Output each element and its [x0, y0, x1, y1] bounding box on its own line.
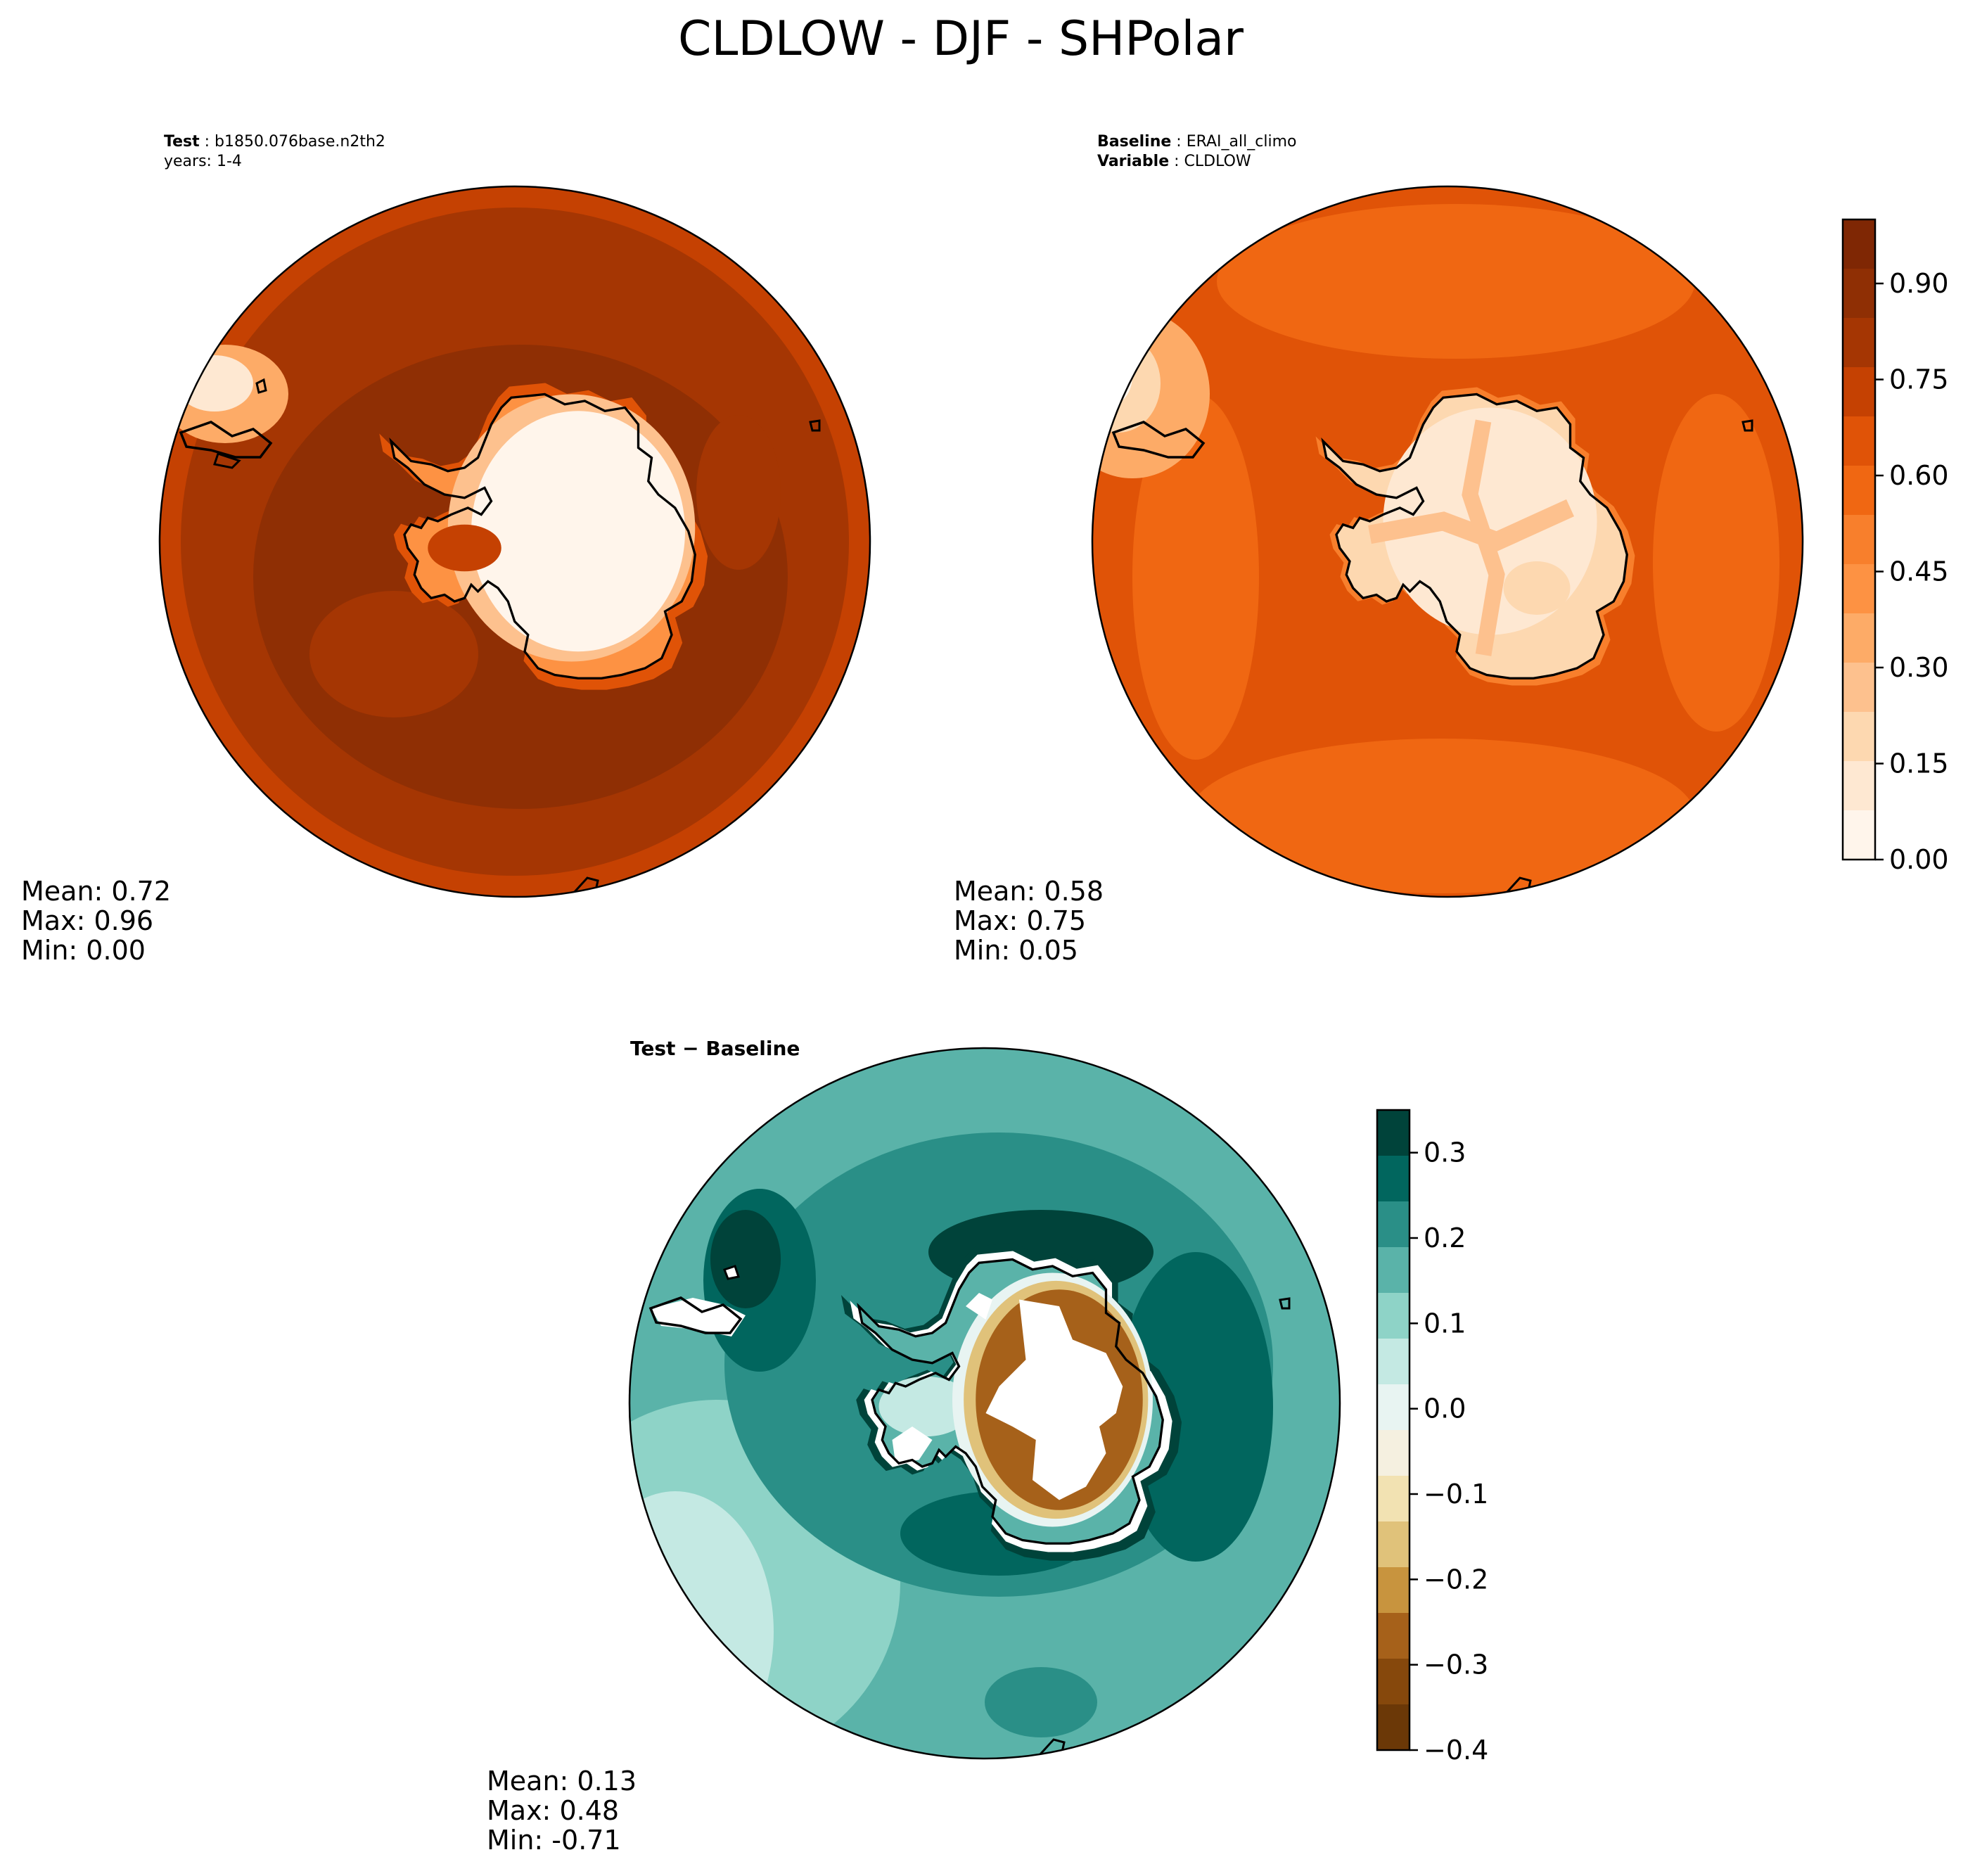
- test-label-sep: :: [200, 133, 215, 151]
- diff-colorbar-segment: [1377, 1339, 1410, 1385]
- baseline-variable-value: CLDLOW: [1184, 153, 1251, 170]
- baseline-label-key: Baseline: [1097, 133, 1171, 151]
- diff-colorbar-outline: [1376, 1109, 1411, 1751]
- test-min: Min: 0.00: [21, 935, 146, 966]
- baseline-colorbar-segment: [1843, 367, 1875, 417]
- diff-colorbar-tick-label: −0.1: [1424, 1479, 1488, 1510]
- diff-colorbar-segment: [1377, 1659, 1410, 1705]
- diff-colorbar-segment: [1377, 1201, 1410, 1248]
- baseline-variable-key: Variable: [1097, 153, 1169, 170]
- baseline-colorbar-segment: [1843, 219, 1875, 269]
- baseline-variable: Variable : CLDLOW: [1097, 153, 1251, 170]
- baseline-colorbar-tick-label: 0.90: [1889, 268, 1949, 299]
- baseline-mean: Mean: 0.58: [954, 876, 1104, 907]
- baseline-colorbar-tick-label: 0.15: [1889, 748, 1949, 779]
- test-mean: Mean: 0.72: [21, 876, 171, 907]
- baseline-colorbar-segment: [1843, 318, 1875, 368]
- baseline-label-value: ERAI_all_climo: [1187, 133, 1297, 151]
- test-label-value: b1850.076base.n2th2: [215, 133, 385, 151]
- diff-min: Min: -0.71: [487, 1825, 621, 1856]
- baseline-max: Max: 0.75: [954, 905, 1086, 936]
- diff-colorbar-tick-label: −0.2: [1424, 1564, 1488, 1595]
- baseline-colorbar-tick-label: 0.30: [1889, 652, 1949, 683]
- diff-colorbar: −0.4 −0.3 −0.2 −0.1 0.0 0.1 0.2 0.3: [1376, 1109, 1488, 1766]
- diff-map: [629, 1048, 1340, 1759]
- test-label-key: Test: [164, 133, 200, 151]
- baseline-colorbar-tick-label: 0.75: [1889, 364, 1949, 395]
- test-map: [160, 186, 870, 897]
- baseline-colorbar-segment: [1843, 613, 1875, 663]
- diff-colorbar-tick-label: −0.3: [1424, 1650, 1488, 1680]
- diff-colorbar-segment: [1377, 1293, 1410, 1339]
- test-label: Test : b1850.076base.n2th2: [164, 133, 385, 151]
- figure-title: CLDLOW - DJF - SHPolar: [678, 11, 1244, 67]
- diff-colorbar-segment: [1377, 1613, 1410, 1659]
- baseline-colorbar-segment: [1843, 712, 1875, 762]
- baseline-label-sep: :: [1171, 133, 1186, 151]
- baseline-colorbar-segment: [1843, 416, 1875, 466]
- baseline-colorbar-segment: [1843, 515, 1875, 565]
- test-years: years: 1-4: [164, 153, 242, 170]
- baseline-colorbar-tick-label: 0.45: [1889, 556, 1949, 587]
- diff-colorbar-segment: [1377, 1247, 1410, 1294]
- baseline-map-border: [1091, 185, 1804, 898]
- baseline-colorbar-segment: [1843, 466, 1875, 516]
- diff-colorbar-segment: [1377, 1521, 1410, 1568]
- diff-colorbar-segment: [1377, 1110, 1410, 1156]
- diff-colorbar-tick-label: 0.1: [1424, 1308, 1466, 1339]
- diff-panel: Test − Baseline: [487, 1037, 1488, 1856]
- diff-colorbar-tick-label: 0.0: [1424, 1393, 1466, 1424]
- baseline-colorbar-segment: [1843, 269, 1875, 319]
- baseline-colorbar-tick-label: 0.00: [1889, 844, 1949, 875]
- diff-colorbar-tick-label: 0.2: [1424, 1223, 1466, 1253]
- diff-max: Max: 0.48: [487, 1795, 619, 1826]
- baseline-colorbar-segment: [1843, 761, 1875, 811]
- baseline-colorbar: 0.00 0.15 0.30 0.45 0.60 0.75 0.90: [1841, 218, 1949, 875]
- diff-colorbar-segment: [1377, 1430, 1410, 1476]
- baseline-colorbar-outline: [1841, 218, 1877, 861]
- baseline-colorbar-segment: [1843, 663, 1875, 713]
- test-panel: Test : b1850.076base.n2th2 years: 1-4: [21, 133, 871, 966]
- diff-colorbar-segment: [1377, 1567, 1410, 1614]
- diff-mean: Mean: 0.13: [487, 1766, 637, 1797]
- diff-colorbar-segment: [1377, 1704, 1410, 1751]
- diff-colorbar-tick-label: −0.4: [1424, 1735, 1488, 1766]
- diff-map-border: [628, 1047, 1341, 1760]
- diff-colorbar-segment: [1377, 1156, 1410, 1202]
- baseline-colorbar-segment: [1843, 564, 1875, 614]
- baseline-min: Min: 0.05: [954, 935, 1078, 966]
- baseline-map: [1092, 186, 1803, 897]
- baseline-colorbar-segment: [1843, 810, 1875, 860]
- baseline-variable-sep: :: [1169, 153, 1184, 170]
- baseline-panel: Baseline : ERAI_all_climo Variable : CLD…: [954, 133, 1949, 966]
- diff-label: Test − Baseline: [630, 1037, 800, 1060]
- baseline-colorbar-tick-label: 0.60: [1889, 460, 1949, 491]
- diff-colorbar-segment: [1377, 1476, 1410, 1522]
- test-map-border: [158, 185, 871, 898]
- diff-colorbar-tick-label: 0.3: [1424, 1137, 1466, 1168]
- baseline-label: Baseline : ERAI_all_climo: [1097, 133, 1296, 151]
- test-max: Max: 0.96: [21, 905, 153, 936]
- diff-colorbar-segment: [1377, 1384, 1410, 1431]
